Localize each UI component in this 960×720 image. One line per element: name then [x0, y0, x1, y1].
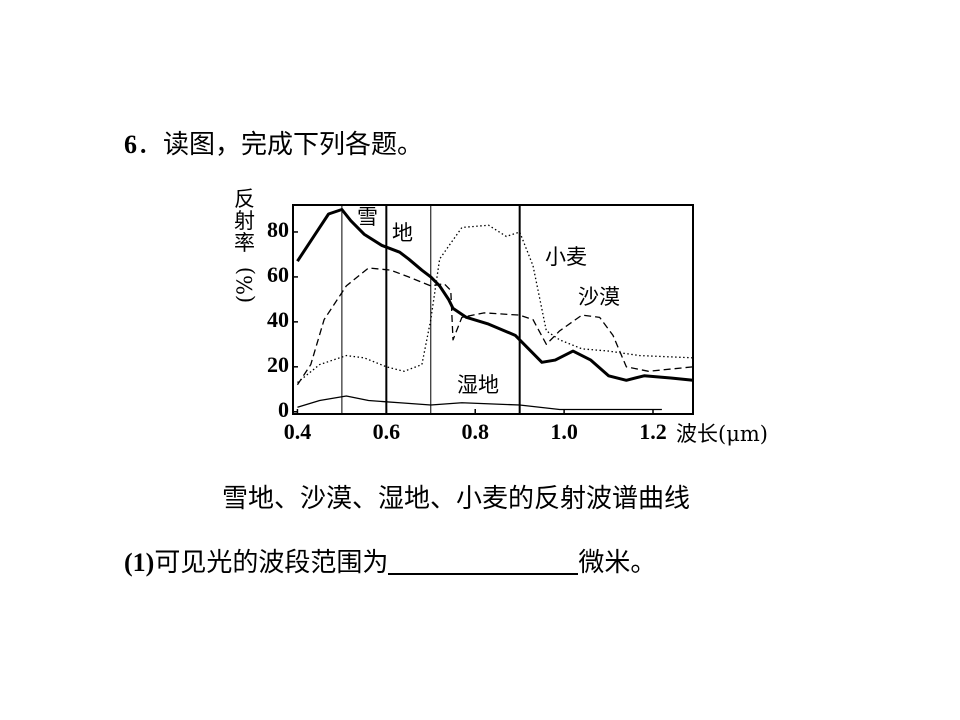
- sub-question-unit: 微米。: [578, 548, 657, 578]
- series-line: [297, 395, 662, 411]
- series-line: [297, 224, 694, 384]
- sub-question-number: (1): [124, 548, 155, 577]
- series-label: 小麦: [545, 245, 587, 269]
- series-label: 雪地: [357, 205, 413, 245]
- series-label: 湿地: [457, 373, 499, 397]
- y-tick-label: 40: [267, 307, 289, 332]
- x-tick-label: 1.2: [639, 419, 667, 444]
- x-tick-label: 1.0: [550, 419, 578, 444]
- caption: 雪地、沙漠、湿地、小麦的反射波谱曲线: [222, 484, 691, 514]
- question: 6．读图，完成下列各题。: [124, 124, 423, 161]
- y-tick-label: 0: [278, 397, 289, 422]
- y-axis-label: 反射率: [234, 187, 255, 255]
- x-axis-label: 波长(μm): [676, 422, 768, 446]
- y-tick-label: 60: [267, 262, 289, 287]
- question-text: ．读图，完成下列各题。: [137, 130, 424, 160]
- series-line: [296, 207, 694, 382]
- y-tick-label: 80: [267, 217, 289, 242]
- y-axis-unit: (%): [233, 267, 257, 303]
- x-tick-label: 0.4: [284, 419, 312, 444]
- answer-blank: [388, 547, 579, 575]
- sub-question: (1)可见光的波段范围为 微米。: [124, 542, 656, 579]
- plot-frame: [292, 204, 694, 415]
- question-number: 6: [124, 130, 137, 159]
- x-tick-label: 0.8: [461, 419, 489, 444]
- x-tick-label: 0.6: [373, 419, 401, 444]
- y-tick-label: 20: [267, 352, 289, 377]
- series-label: 沙漠: [578, 285, 620, 309]
- sub-question-text: 可见光的波段范围为: [154, 548, 389, 578]
- series-line: [296, 267, 694, 386]
